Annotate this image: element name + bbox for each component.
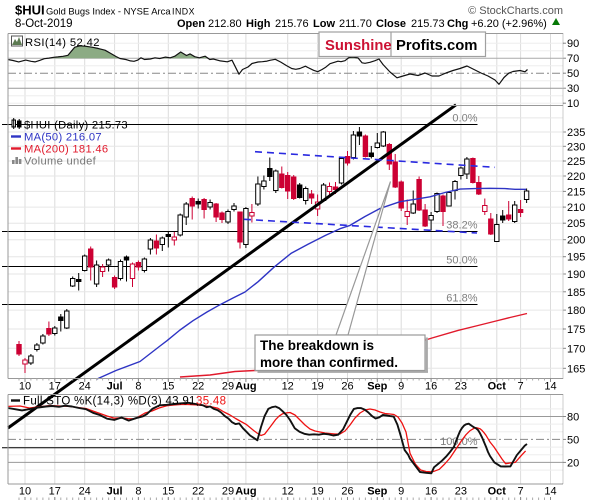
svg-text:15: 15 (162, 381, 174, 393)
svg-text:Oct: Oct (488, 486, 507, 498)
svg-text:8: 8 (135, 486, 141, 498)
svg-text:19: 19 (311, 381, 323, 393)
svg-text:90: 90 (567, 38, 579, 50)
svg-text:+6.20 (+2.96%): +6.20 (+2.96%) (471, 18, 547, 30)
svg-text:Gold Bugs Index - NYSE Arca: Gold Bugs Index - NYSE Arca (46, 6, 171, 17)
svg-text:215.76: 215.76 (275, 18, 309, 30)
svg-text:22: 22 (192, 381, 204, 393)
svg-text:17: 17 (49, 486, 61, 498)
svg-text:215.73: 215.73 (411, 18, 445, 30)
svg-text:212.80: 212.80 (208, 18, 242, 30)
svg-text:22: 22 (192, 486, 204, 498)
svg-text:195: 195 (567, 252, 585, 264)
svg-text:9: 9 (398, 381, 404, 393)
svg-text:235: 235 (567, 127, 585, 139)
svg-text:175: 175 (567, 324, 585, 336)
svg-text:24: 24 (79, 486, 91, 498)
svg-text:170: 170 (567, 343, 585, 355)
svg-text:10: 10 (567, 98, 579, 110)
svg-text:200: 200 (567, 235, 585, 247)
svg-text:215: 215 (567, 186, 585, 198)
svg-text:205: 205 (567, 218, 585, 230)
svg-text:Full STO %K(14,3) %D(3) 43.91,: Full STO %K(14,3) %D(3) 43.91, (23, 396, 199, 408)
svg-text:16: 16 (425, 486, 437, 498)
svg-text:9: 9 (398, 486, 404, 498)
svg-text:26: 26 (341, 381, 353, 393)
svg-text:185: 185 (567, 287, 585, 299)
svg-text:23: 23 (455, 486, 467, 498)
svg-text:Volume undef: Volume undef (24, 156, 97, 168)
svg-text:70: 70 (567, 53, 579, 65)
svg-text:50: 50 (567, 68, 579, 80)
svg-text:Sunshine: Sunshine (325, 38, 392, 54)
svg-text:100.0%: 100.0% (440, 436, 478, 448)
svg-text:19: 19 (311, 486, 323, 498)
svg-text:211.70: 211.70 (339, 18, 372, 30)
svg-text:80: 80 (567, 412, 579, 424)
svg-text:20: 20 (567, 457, 579, 469)
svg-text:165: 165 (567, 363, 585, 375)
svg-text:50.0%: 50.0% (446, 255, 477, 267)
svg-text:$HUI (Daily) 215.73: $HUI (Daily) 215.73 (24, 120, 128, 132)
svg-text:7: 7 (518, 486, 524, 498)
svg-text:190: 190 (567, 269, 585, 281)
svg-text:15: 15 (162, 486, 174, 498)
svg-text:7: 7 (518, 381, 524, 393)
svg-text:220: 220 (567, 171, 585, 183)
svg-text:61.8%: 61.8% (446, 293, 477, 305)
svg-text:10: 10 (19, 486, 31, 498)
svg-text:50: 50 (567, 434, 579, 446)
svg-text:MA(50) 216.07: MA(50) 216.07 (24, 132, 102, 144)
svg-text:210: 210 (567, 202, 585, 214)
svg-text:Sep: Sep (367, 486, 387, 498)
svg-text:38.2%: 38.2% (446, 220, 477, 232)
svg-text:26: 26 (341, 486, 353, 498)
svg-text:Oct: Oct (488, 381, 507, 393)
svg-text:29: 29 (222, 381, 234, 393)
svg-text:0.0%: 0.0% (452, 113, 477, 125)
svg-text:24: 24 (79, 381, 91, 393)
svg-text:INDX: INDX (172, 7, 195, 17)
svg-text:17: 17 (49, 381, 61, 393)
svg-text:14: 14 (544, 381, 556, 393)
svg-text:16: 16 (425, 381, 437, 393)
svg-text:35.48: 35.48 (196, 396, 226, 408)
svg-text:High: High (246, 18, 271, 30)
svg-text:RSI(14) 52.42: RSI(14) 52.42 (25, 37, 100, 49)
svg-text:Close: Close (376, 18, 406, 30)
svg-text:180: 180 (567, 305, 585, 317)
svg-text:230: 230 (567, 141, 585, 153)
svg-text:Open: Open (177, 18, 205, 30)
svg-text:225: 225 (567, 156, 585, 168)
svg-text:Sep: Sep (367, 381, 387, 393)
svg-text:29: 29 (222, 486, 234, 498)
svg-text:14: 14 (544, 486, 556, 498)
svg-text:Chg: Chg (447, 18, 468, 30)
svg-text:Aug: Aug (235, 381, 256, 393)
svg-text:8: 8 (135, 381, 141, 393)
svg-text:8-Oct-2019: 8-Oct-2019 (15, 18, 73, 30)
svg-text:Aug: Aug (235, 486, 256, 498)
svg-text:30: 30 (567, 83, 579, 95)
svg-text:$HUI: $HUI (15, 3, 45, 18)
svg-text:MA(200) 181.46: MA(200) 181.46 (24, 144, 108, 156)
svg-text:Jul: Jul (107, 486, 123, 498)
svg-text:© StockCharts.com: © StockCharts.com (468, 5, 563, 17)
svg-text:10: 10 (19, 381, 31, 393)
svg-text:Low: Low (313, 18, 335, 30)
svg-text:The breakdown is: The breakdown is (260, 338, 374, 353)
svg-text:Profits.com: Profits.com (396, 38, 477, 54)
svg-text:12: 12 (282, 486, 294, 498)
svg-text:more than confirmed.: more than confirmed. (260, 355, 398, 370)
svg-text:12: 12 (282, 381, 294, 393)
svg-text:23: 23 (455, 381, 467, 393)
svg-text:Jul: Jul (107, 381, 123, 393)
